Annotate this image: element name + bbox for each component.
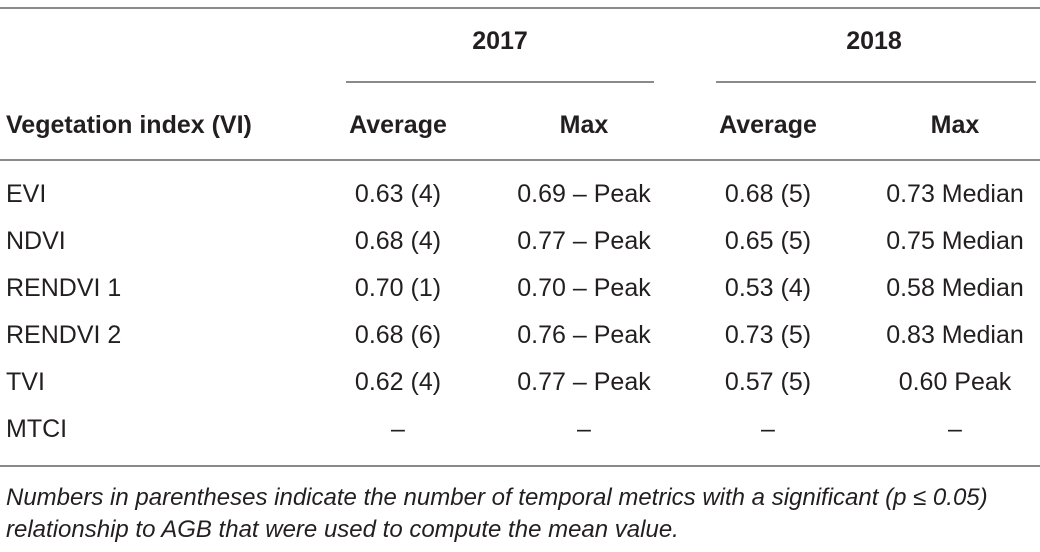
table-cell: 0.76 – Peak bbox=[517, 321, 651, 349]
table-cell: 0.53 (4) bbox=[724, 274, 812, 302]
bottom-rule bbox=[0, 465, 1040, 467]
subheader-2018-max: Max bbox=[930, 111, 980, 139]
table-footnote: Numbers in parentheses indicate the numb… bbox=[6, 484, 988, 543]
row-label: EVI bbox=[6, 180, 47, 208]
row-label-header: Vegetation index (VI) bbox=[6, 111, 252, 139]
year-2017-rule bbox=[346, 81, 654, 83]
table-cell: 0.73 (5) bbox=[724, 321, 812, 349]
row-label: RENDVI 2 bbox=[6, 321, 122, 349]
table-cell: 0.57 (5) bbox=[724, 368, 812, 396]
table-cell: 0.77 – Peak bbox=[517, 368, 651, 396]
table-cell: 0.68 (5) bbox=[724, 180, 812, 208]
row-label: NDVI bbox=[6, 227, 66, 255]
table-cell: 0.75 Median bbox=[886, 227, 1024, 255]
subheader-2017-average: Average bbox=[349, 111, 447, 139]
row-label: TVI bbox=[6, 368, 45, 396]
table-cell: 0.60 Peak bbox=[898, 368, 1012, 396]
table-cell: – bbox=[948, 415, 962, 443]
table-cell: 0.83 Median bbox=[886, 321, 1024, 349]
table-cell: – bbox=[761, 415, 775, 443]
year-2018-rule bbox=[716, 81, 1036, 83]
table-cell: 0.73 Median bbox=[886, 180, 1024, 208]
year-header-2017: 2017 bbox=[472, 27, 528, 55]
table-cell: 0.77 – Peak bbox=[517, 227, 651, 255]
row-label: RENDVI 1 bbox=[6, 274, 122, 302]
table-cell: – bbox=[577, 415, 591, 443]
table-cell: 0.68 (6) bbox=[354, 321, 442, 349]
table-cell: 0.58 Median bbox=[886, 274, 1024, 302]
header-rule bbox=[0, 159, 1040, 161]
table-cell: 0.70 (1) bbox=[354, 274, 442, 302]
table-cell: 0.68 (4) bbox=[354, 227, 442, 255]
table-cell: 0.63 (4) bbox=[354, 180, 442, 208]
table-cell: 0.69 – Peak bbox=[517, 180, 651, 208]
table-cell: 0.70 – Peak bbox=[517, 274, 651, 302]
subheader-2017-max: Max bbox=[559, 111, 609, 139]
subheader-2018-average: Average bbox=[719, 111, 817, 139]
table-cell: – bbox=[391, 415, 405, 443]
top-rule bbox=[0, 7, 1040, 9]
row-label: MTCI bbox=[6, 415, 68, 443]
table-cell: 0.62 (4) bbox=[354, 368, 442, 396]
year-header-2018: 2018 bbox=[846, 27, 902, 55]
table-cell: 0.65 (5) bbox=[724, 227, 812, 255]
